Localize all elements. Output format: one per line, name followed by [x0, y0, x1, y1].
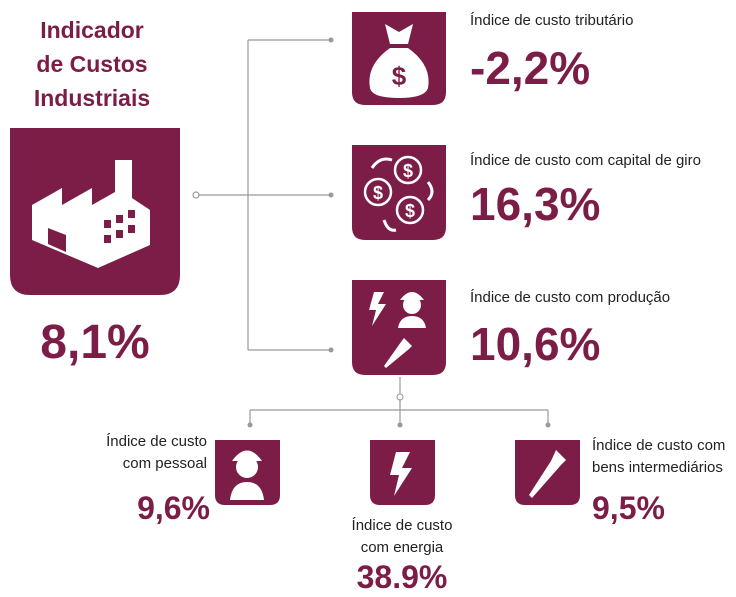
component-value: 16,3%	[470, 178, 600, 230]
component-label: Índice de custo	[106, 433, 207, 450]
component-value: 10,6%	[470, 318, 600, 370]
component-label: Índice de custo com capital de giro	[470, 152, 701, 169]
component-value: -2,2%	[470, 42, 590, 94]
screw-icon	[515, 440, 580, 505]
production-icon	[352, 280, 446, 375]
svg-text:$: $	[405, 201, 415, 221]
component-label: com pessoal	[123, 455, 207, 472]
coins-cycle-icon: $ $ $	[352, 145, 446, 240]
connector	[192, 37, 551, 428]
component-label: Índice de custo com produção	[470, 289, 670, 306]
title-line: Industriais	[34, 85, 150, 111]
component-label: Índice de custo	[352, 517, 453, 534]
component-label: Índice de custo tributário	[470, 12, 633, 29]
component-label: Índice de custo com	[592, 437, 725, 454]
svg-text:$: $	[392, 61, 407, 91]
component-value: 38.9%	[357, 559, 448, 595]
component-label: com energia	[361, 539, 444, 556]
energy-icon	[370, 440, 435, 505]
factory-icon	[10, 128, 180, 295]
component-value: 9,6%	[137, 490, 210, 526]
title-line: Indicador	[40, 17, 144, 43]
worker-icon	[215, 440, 280, 505]
money-bag-icon: $	[352, 12, 446, 105]
component-value: 9,5%	[592, 490, 665, 526]
title-line: de Custos	[36, 51, 147, 77]
main-value: 8,1%	[40, 316, 149, 369]
svg-text:$: $	[373, 183, 383, 203]
component-label: bens intermediários	[592, 459, 723, 476]
svg-text:$: $	[403, 161, 413, 181]
